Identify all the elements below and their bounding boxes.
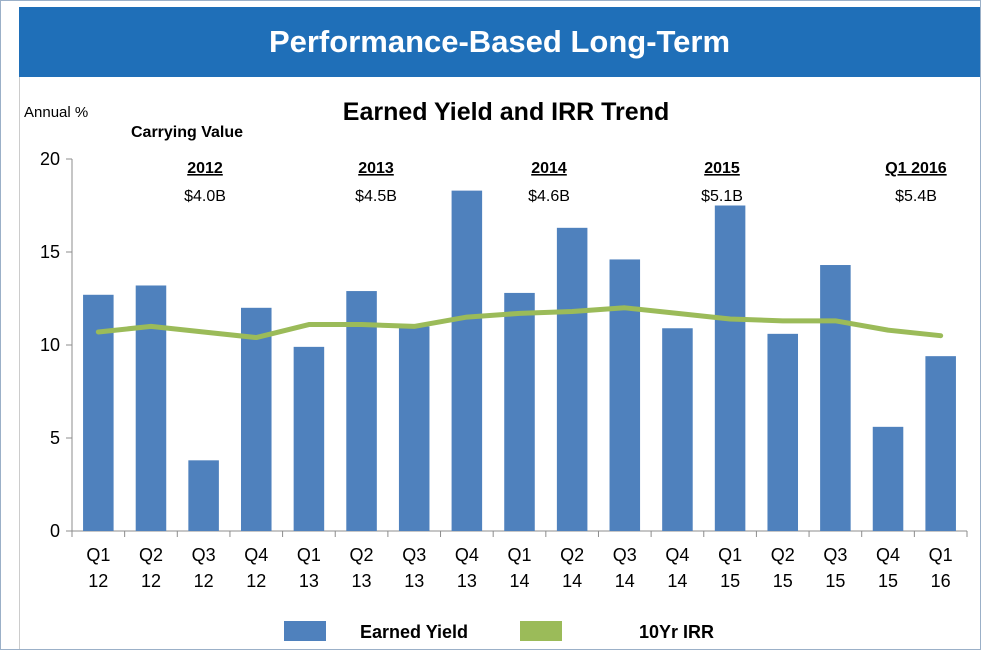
chart-svg: Earned Yield and IRR Trend Annual % Carr… [24, 98, 968, 642]
x-tick-label-quarter: Q3 [402, 545, 426, 565]
legend: Earned Yield 10Yr IRR [284, 621, 714, 642]
x-tick-label-year: 14 [667, 571, 687, 591]
x-tick-label-year: 13 [404, 571, 424, 591]
x-tick-label-quarter: Q2 [771, 545, 795, 565]
carrying-value-year: 2013 [358, 160, 394, 177]
bar [662, 328, 693, 531]
x-tick-label-quarter: Q4 [244, 545, 268, 565]
slide-banner: Performance-Based Long-Term [19, 7, 980, 77]
y-tick-label: 20 [40, 149, 60, 169]
banner-title: Performance-Based Long-Term [268, 24, 731, 59]
x-tick-label-quarter: Q2 [139, 545, 163, 565]
x-tick-label-quarter: Q4 [455, 545, 479, 565]
y-tick-label: 10 [40, 335, 60, 355]
line-series [95, 305, 944, 341]
x-tick-label-year: 14 [562, 571, 582, 591]
bar [451, 190, 483, 531]
x-tick-label-quarter: Q1 [507, 545, 531, 565]
legend-swatch-earned-yield [284, 621, 326, 641]
x-tick-label-quarter: Q1 [297, 545, 321, 565]
x-tick-label-year: 13 [457, 571, 477, 591]
x-tick-label-year: 15 [825, 571, 845, 591]
carrying-value-amount: $4.0B [184, 188, 226, 205]
x-tick-label-year: 12 [141, 571, 161, 591]
x-tick-label-quarter: Q1 [929, 545, 953, 565]
x-tick-label-quarter: Q2 [560, 545, 584, 565]
y-tick-label: 5 [50, 428, 60, 448]
carrying-value-year: Q1 2016 [885, 160, 946, 177]
x-tick-label-quarter: Q3 [823, 545, 847, 565]
x-tick-label-quarter: Q3 [613, 545, 637, 565]
x-tick-label-year: 12 [246, 571, 266, 591]
carrying-value-year: 2015 [704, 160, 740, 177]
carrying-value-amount: $5.1B [701, 188, 743, 205]
legend-label-irr: 10Yr IRR [639, 622, 714, 642]
x-tick-label-year: 12 [194, 571, 214, 591]
irr-line [95, 305, 944, 341]
y-tick-labels: 0 5 10 15 20 [40, 149, 60, 541]
legend-label-earned-yield: Earned Yield [360, 622, 468, 642]
x-tick-label-quarter: Q1 [718, 545, 742, 565]
x-tick-label-year: 14 [509, 571, 529, 591]
x-tick-label-quarter: Q4 [665, 545, 689, 565]
bar-series [83, 190, 956, 531]
y-axis-label: Annual % [24, 104, 88, 121]
carrying-value-amount: $4.5B [355, 188, 397, 205]
y-tick-label: 0 [50, 521, 60, 541]
bar [240, 307, 272, 531]
chart-title: Earned Yield and IRR Trend [343, 98, 669, 126]
bar [872, 426, 904, 531]
bar [925, 356, 956, 531]
bar [188, 460, 219, 531]
x-tick-label-quarter: Q2 [350, 545, 374, 565]
bar [714, 205, 746, 531]
bar [820, 265, 851, 531]
carrying-value-year: 2014 [531, 160, 567, 177]
carrying-value-amount: $5.4B [895, 188, 937, 205]
bar [504, 292, 535, 531]
bar [767, 333, 799, 531]
x-tick-label-quarter: Q1 [86, 545, 110, 565]
x-tick-labels: Q1 12 Q2 12 Q3 12 Q4 12 Q1 13 Q2 13 Q3 13 Q4 13 Q1 14 Q2 14… [86, 545, 952, 591]
carrying-value-label: Carrying Value [131, 124, 243, 141]
bar [398, 326, 430, 531]
x-tick-label-year: 13 [352, 571, 372, 591]
x-tick-label-quarter: Q3 [192, 545, 216, 565]
y-tick-label: 15 [40, 242, 60, 262]
bar [135, 285, 167, 531]
x-tick-label-year: 15 [773, 571, 793, 591]
carrying-value-year: 2012 [187, 160, 223, 177]
bar [609, 259, 641, 531]
bar [346, 291, 377, 531]
bar [293, 346, 325, 531]
x-tick-label-year: 15 [878, 571, 898, 591]
x-tick-label-year: 13 [299, 571, 319, 591]
carrying-value-annotations: 2012 $4.0B 2013 $4.5B 2014 $4.6B 2015 $5.1B Q1 2… [184, 160, 947, 205]
x-tick-label-quarter: Q4 [876, 545, 900, 565]
x-tick-label-year: 15 [720, 571, 740, 591]
x-tick-label-year: 12 [88, 571, 108, 591]
chart-area: Earned Yield and IRR Trend Annual % Carr… [19, 77, 981, 649]
carrying-value-amount: $4.6B [528, 188, 570, 205]
x-tick-label-year: 14 [615, 571, 635, 591]
x-tick-label-year: 16 [931, 571, 951, 591]
legend-swatch-irr [520, 621, 562, 641]
bar [556, 227, 588, 531]
